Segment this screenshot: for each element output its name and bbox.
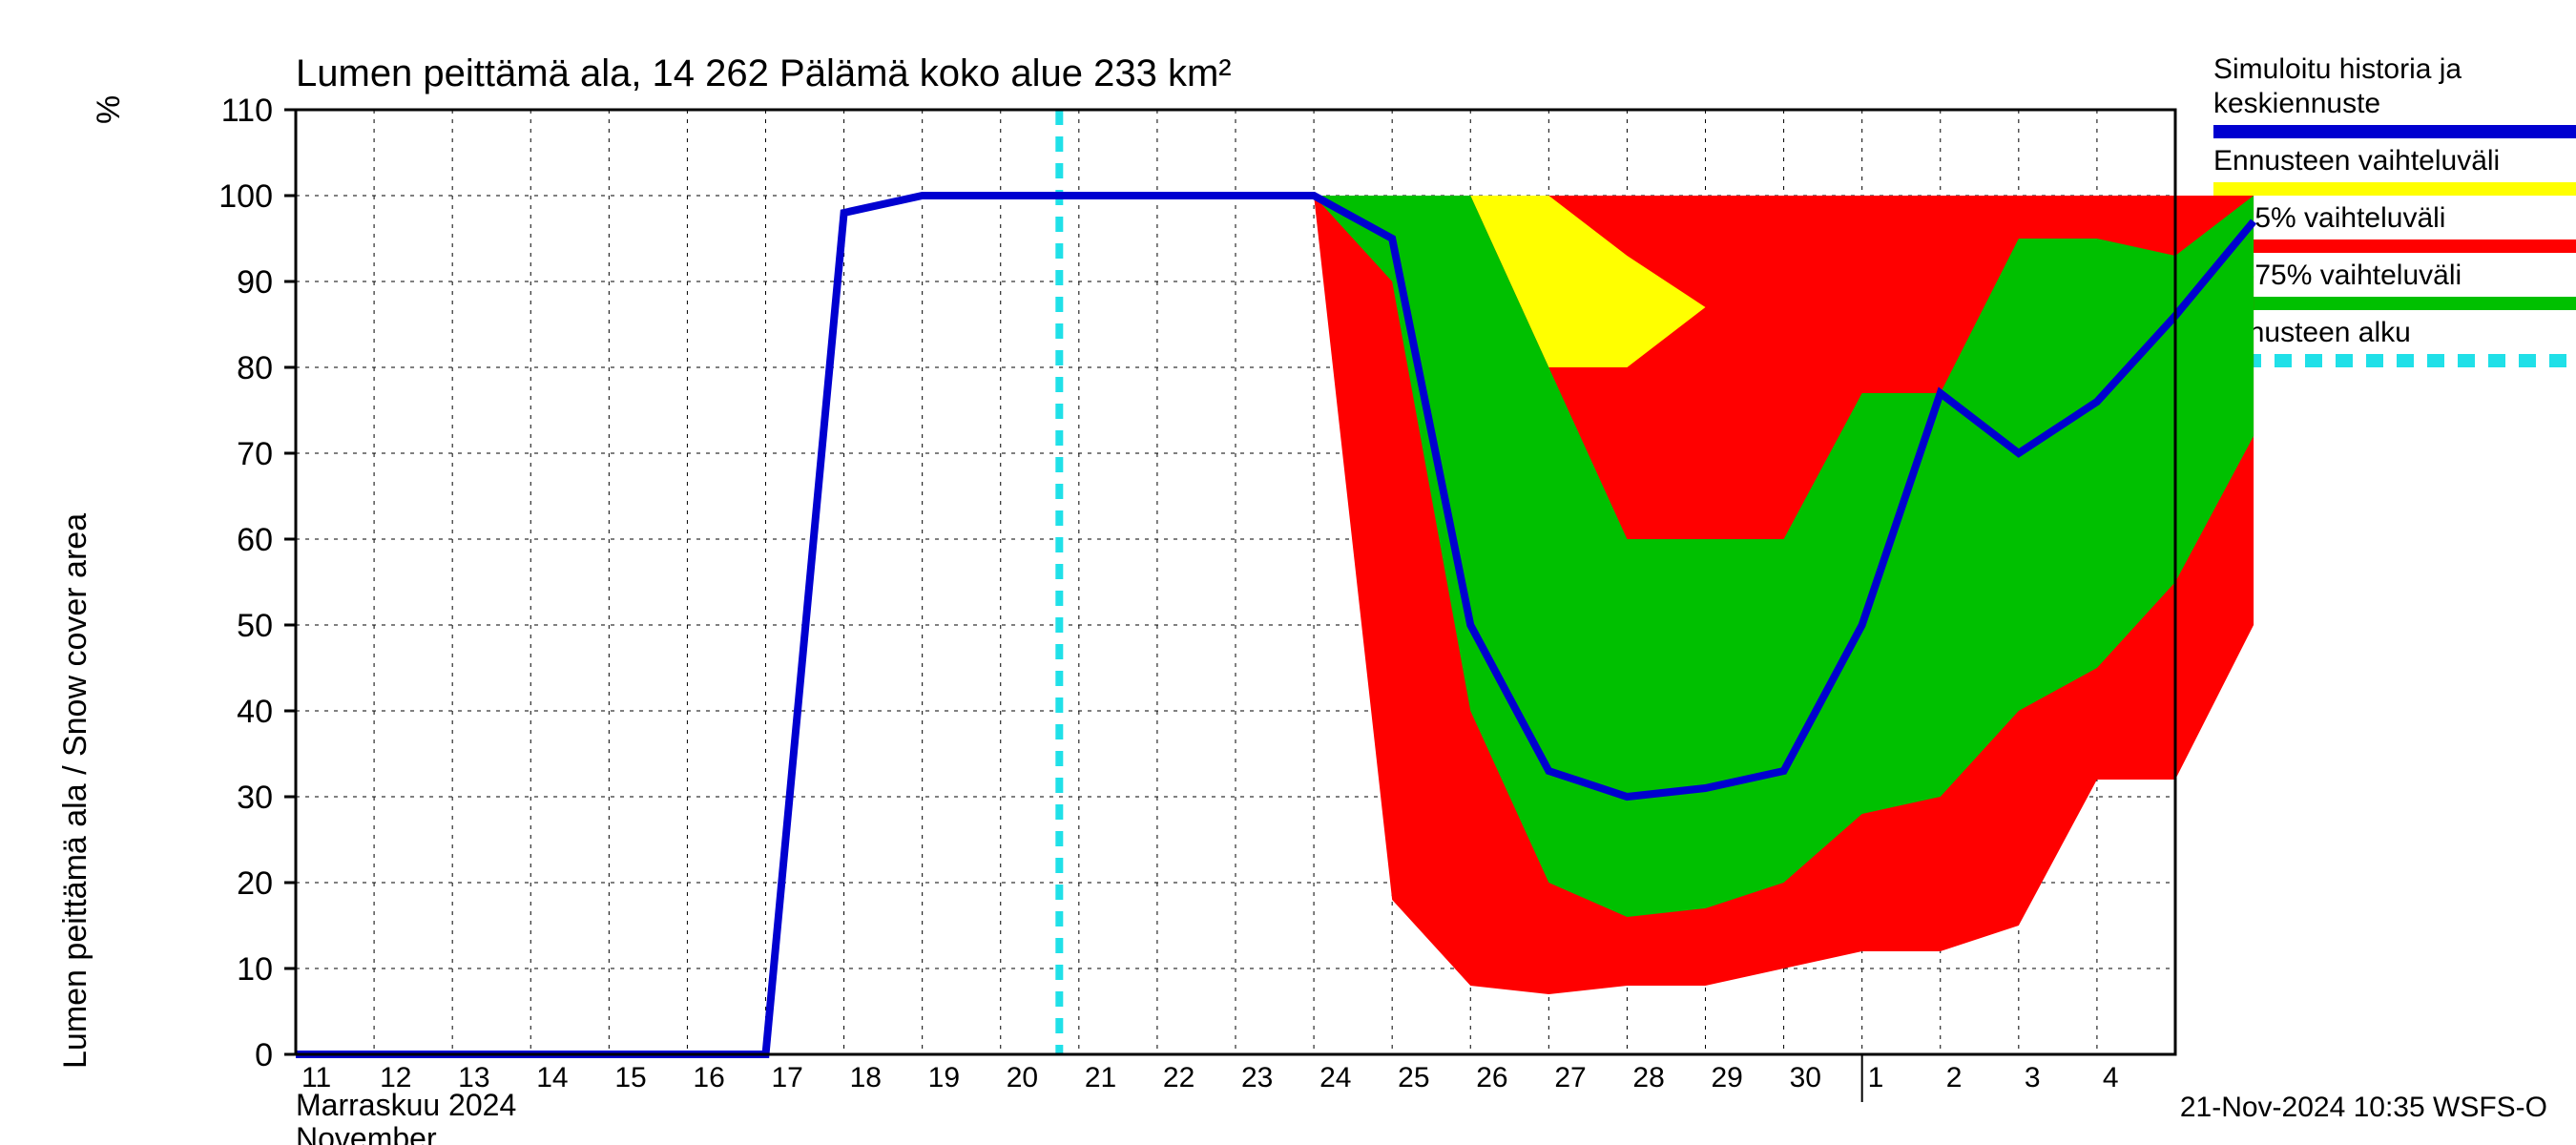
- svg-text:24: 24: [1319, 1062, 1351, 1093]
- svg-text:70: 70: [237, 436, 273, 472]
- svg-text:25: 25: [1398, 1062, 1429, 1093]
- svg-text:26: 26: [1476, 1062, 1507, 1093]
- svg-text:21: 21: [1085, 1062, 1116, 1093]
- svg-text:80: 80: [237, 350, 273, 386]
- svg-text:28: 28: [1632, 1062, 1664, 1093]
- svg-text:100: 100: [218, 178, 273, 215]
- svg-text:60: 60: [237, 522, 273, 558]
- chart-plot: 0102030405060708090100110111213141516171…: [0, 0, 2576, 1145]
- svg-text:19: 19: [928, 1062, 960, 1093]
- svg-text:110: 110: [221, 93, 273, 129]
- svg-text:30: 30: [1790, 1062, 1821, 1093]
- svg-text:0: 0: [255, 1037, 273, 1073]
- svg-text:10: 10: [237, 951, 273, 988]
- svg-text:20: 20: [237, 865, 273, 902]
- svg-text:20: 20: [1007, 1062, 1038, 1093]
- svg-text:40: 40: [237, 694, 273, 730]
- svg-text:17: 17: [772, 1062, 803, 1093]
- svg-text:18: 18: [850, 1062, 882, 1093]
- svg-text:23: 23: [1241, 1062, 1273, 1093]
- svg-text:50: 50: [237, 608, 273, 644]
- svg-text:16: 16: [693, 1062, 724, 1093]
- svg-text:1: 1: [1868, 1062, 1884, 1093]
- svg-text:12: 12: [380, 1062, 411, 1093]
- svg-text:22: 22: [1163, 1062, 1195, 1093]
- svg-text:15: 15: [614, 1062, 646, 1093]
- svg-text:90: 90: [237, 264, 273, 301]
- svg-text:4: 4: [2103, 1062, 2119, 1093]
- svg-text:3: 3: [2025, 1062, 2041, 1093]
- svg-text:14: 14: [536, 1062, 568, 1093]
- svg-text:11: 11: [301, 1062, 331, 1093]
- svg-text:2: 2: [1946, 1062, 1963, 1093]
- svg-text:13: 13: [458, 1062, 489, 1093]
- svg-text:27: 27: [1554, 1062, 1586, 1093]
- svg-text:30: 30: [237, 780, 273, 816]
- svg-text:29: 29: [1712, 1062, 1743, 1093]
